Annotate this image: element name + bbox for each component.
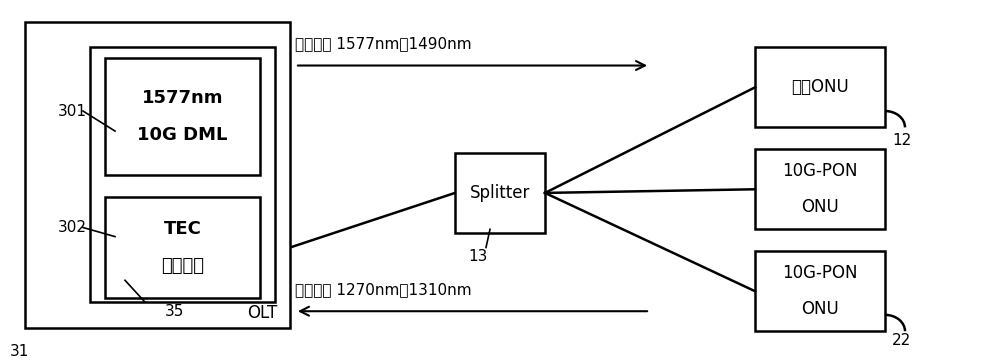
Text: OLT: OLT xyxy=(247,304,277,322)
Text: 301: 301 xyxy=(58,103,87,119)
Text: 动态温控: 动态温控 xyxy=(161,257,204,275)
Bar xyxy=(755,251,885,331)
Text: ONU: ONU xyxy=(801,198,839,217)
Text: ONU: ONU xyxy=(801,300,839,318)
Bar xyxy=(755,149,885,229)
Text: 10G-PON: 10G-PON xyxy=(782,264,858,282)
Text: 1577nm: 1577nm xyxy=(142,89,223,107)
Text: 302: 302 xyxy=(58,220,87,235)
Text: Splitter: Splitter xyxy=(470,184,530,202)
Text: 上行波长 1270nm，1310nm: 上行波长 1270nm，1310nm xyxy=(295,282,472,297)
Bar xyxy=(90,47,275,302)
Text: 13: 13 xyxy=(468,249,487,264)
Bar xyxy=(25,22,290,328)
Bar xyxy=(105,197,260,298)
Text: 下行波长 1577nm，1490nm: 下行波长 1577nm，1490nm xyxy=(295,36,472,51)
Bar xyxy=(455,153,545,233)
Text: 10G DML: 10G DML xyxy=(137,126,228,144)
Text: 22: 22 xyxy=(892,333,911,348)
Text: 35: 35 xyxy=(165,304,184,319)
Bar xyxy=(755,47,885,127)
Text: 12: 12 xyxy=(892,132,911,148)
Text: 31: 31 xyxy=(10,344,29,359)
Text: TEC: TEC xyxy=(164,220,201,238)
Bar xyxy=(105,58,260,175)
Text: 10G-PON: 10G-PON xyxy=(782,162,858,180)
Text: 低速ONU: 低速ONU xyxy=(791,78,849,96)
